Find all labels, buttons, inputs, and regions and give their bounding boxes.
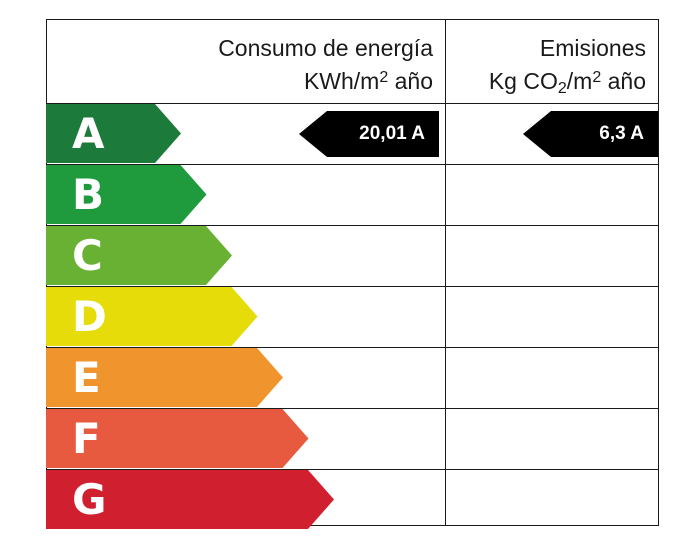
rating-letter: D — [72, 292, 108, 341]
emisiones-rating-tag: 6,3 A — [523, 111, 658, 157]
consumo-rating-tag: 20,01 A — [299, 111, 439, 157]
rating-arrow-b: B — [46, 165, 207, 224]
row-divider — [46, 286, 659, 287]
rating-arrow-a: A — [46, 104, 181, 163]
consumo-tag-shape — [299, 111, 439, 157]
consumo-header: Consumo de energía KWh/m2 año — [47, 19, 445, 103]
rating-letter: A — [72, 109, 106, 158]
rating-arrow-f: F — [46, 409, 309, 468]
rating-arrow-shape — [46, 226, 232, 285]
emisiones-title: Emisiones — [539, 35, 646, 61]
consumo-unit: KWh/m2 año — [303, 68, 433, 94]
emisiones-header: Emisiones Kg CO2/m2 año — [446, 19, 658, 103]
rating-arrow-shape — [46, 104, 181, 163]
consumo-title: Consumo de energía — [218, 35, 433, 61]
column-divider — [445, 19, 446, 526]
emisiones-tag-shape — [523, 111, 658, 157]
rating-arrow-shape — [46, 470, 334, 529]
rating-arrow-d: D — [46, 287, 258, 346]
rating-arrow-e: E — [46, 348, 283, 407]
emisiones-rating-value: 6,3 A — [599, 123, 644, 144]
rating-letter: B — [72, 170, 106, 219]
rating-arrow-c: C — [46, 226, 232, 285]
row-divider — [46, 469, 659, 470]
rating-arrow-shape — [46, 409, 309, 468]
rating-letter: F — [72, 414, 102, 463]
consumo-rating-value: 20,01 A — [359, 123, 425, 144]
rating-letter: C — [72, 231, 104, 280]
rating-arrow-shape — [46, 165, 207, 224]
rating-letter: E — [72, 353, 102, 402]
row-divider — [46, 164, 659, 165]
rating-letter: G — [72, 475, 108, 524]
row-divider — [46, 408, 659, 409]
rating-arrow-shape — [46, 287, 258, 346]
rating-arrow-shape — [46, 348, 283, 407]
row-divider — [46, 103, 659, 104]
rating-arrow-g: G — [46, 470, 334, 529]
row-divider — [46, 225, 659, 226]
row-divider — [46, 347, 659, 348]
emisiones-unit: Kg CO2/m2 año — [488, 68, 646, 97]
